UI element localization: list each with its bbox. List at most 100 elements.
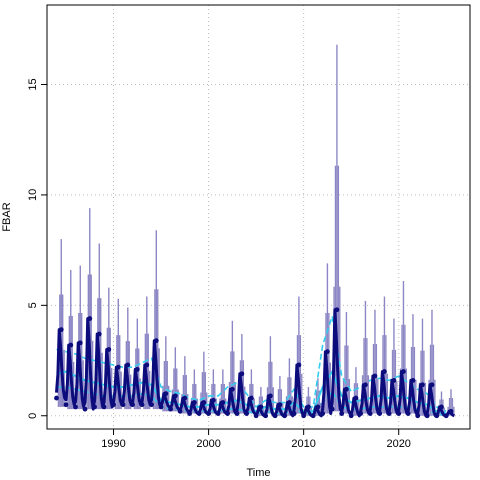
median-peak-point-2 bbox=[77, 340, 83, 346]
median-trough-point-6 bbox=[111, 402, 116, 408]
median-trough-point-11 bbox=[158, 404, 164, 410]
median-peak-point-0 bbox=[58, 327, 64, 333]
median-peak-point-31 bbox=[353, 395, 359, 401]
median-peak-point-36 bbox=[401, 369, 406, 374]
median-trough-point-23 bbox=[272, 413, 278, 419]
median-trough-point-14 bbox=[187, 411, 192, 416]
median-peak-point-35 bbox=[391, 378, 397, 383]
median-peak-point-39 bbox=[429, 382, 435, 388]
x-tick-label-2020: 2020 bbox=[386, 438, 410, 450]
median-trough-point-27 bbox=[310, 413, 316, 419]
median-trough-point-30 bbox=[339, 411, 345, 416]
median-trough-point-40 bbox=[434, 413, 440, 419]
median-peak-point-16 bbox=[210, 397, 216, 403]
y-axis: 0 5 10 15 bbox=[27, 78, 47, 419]
median-peak-point-26 bbox=[306, 404, 311, 410]
median-trough-point-29 bbox=[329, 406, 335, 412]
median-peak-point-14 bbox=[191, 400, 197, 405]
y-axis-title: FBAR bbox=[1, 202, 13, 231]
median-trough-point-5 bbox=[101, 404, 107, 410]
median-peak-point-12 bbox=[172, 393, 178, 399]
median-trough-point-24 bbox=[282, 413, 288, 419]
median-trough-point-0 bbox=[54, 395, 59, 401]
median-peak-point-20 bbox=[248, 395, 254, 401]
median-trough-point-4 bbox=[92, 404, 97, 410]
median-trough-point-34 bbox=[377, 411, 383, 416]
median-trough-point-3 bbox=[82, 406, 88, 412]
median-trough-point-17 bbox=[215, 411, 221, 416]
median-trough-point-7 bbox=[120, 402, 126, 408]
median-trough-point-19 bbox=[234, 411, 240, 416]
median-peak-point-27 bbox=[315, 404, 321, 410]
median-peak-point-19 bbox=[239, 371, 245, 377]
median-peak-point-5 bbox=[106, 347, 112, 352]
x-axis: 1990 2000 2010 2020 bbox=[101, 429, 411, 450]
median-trough-point-13 bbox=[177, 408, 183, 414]
median-trough-point-1 bbox=[63, 402, 69, 408]
median-peak-point-21 bbox=[258, 404, 264, 410]
x-tick-label-2010: 2010 bbox=[291, 438, 315, 450]
median-peak-point-33 bbox=[372, 373, 378, 379]
median-peak-point-34 bbox=[382, 369, 387, 374]
median-trough-point-22 bbox=[263, 413, 269, 419]
median-trough-point-36 bbox=[396, 411, 402, 416]
median-peak-point-11 bbox=[163, 391, 169, 397]
median-peak-point-29 bbox=[334, 307, 340, 313]
median-peak-point-25 bbox=[296, 362, 302, 368]
median-peak-point-23 bbox=[277, 402, 283, 408]
median-peak-point-8 bbox=[134, 366, 140, 372]
median-trough-point-2 bbox=[73, 404, 78, 410]
y-tick-label-0: 0 bbox=[27, 413, 39, 419]
uncertainty-ranges bbox=[57, 44, 455, 416]
plot-frame bbox=[46, 4, 471, 430]
median-peak-point-17 bbox=[220, 400, 226, 405]
median-trough-point-8 bbox=[130, 402, 135, 408]
y-tick-label-15: 15 bbox=[27, 78, 39, 90]
median-peak-point-18 bbox=[229, 386, 235, 392]
median-trough-point-26 bbox=[301, 413, 307, 419]
x-axis-title: Time bbox=[246, 467, 270, 479]
x-tick-label-1990: 1990 bbox=[101, 438, 125, 450]
median-trough-point-12 bbox=[168, 406, 173, 412]
median-peak-point-15 bbox=[201, 400, 207, 405]
median-peak-point-3 bbox=[87, 316, 93, 321]
median-peak-point-22 bbox=[267, 393, 273, 399]
median-trough-point-10 bbox=[149, 402, 154, 408]
median-trough-point-31 bbox=[348, 413, 354, 419]
median-trough-point-15 bbox=[196, 411, 202, 416]
median-peak-point-10 bbox=[153, 338, 159, 344]
median-series bbox=[54, 307, 455, 419]
median-peak-point-41 bbox=[448, 408, 454, 414]
median-trough-point-33 bbox=[367, 411, 373, 416]
median-peak-point-38 bbox=[420, 382, 425, 388]
median-peak-point-37 bbox=[410, 378, 416, 383]
median-trough-point-9 bbox=[139, 402, 145, 408]
median-trough-point-16 bbox=[206, 411, 211, 416]
median-peak-point-28 bbox=[325, 349, 330, 355]
median-trough-point-20 bbox=[244, 411, 250, 416]
median-peak-point-7 bbox=[125, 362, 131, 368]
median-trough-point-18 bbox=[225, 411, 231, 416]
median-trough-point-38 bbox=[415, 413, 421, 419]
median-trough-point-39 bbox=[424, 413, 430, 419]
median-peak-point-24 bbox=[286, 400, 292, 405]
median-peak-point-4 bbox=[96, 331, 102, 337]
median-trough-point-35 bbox=[386, 411, 392, 416]
y-tick-label-10: 10 bbox=[27, 189, 39, 201]
median-peak-point-30 bbox=[344, 386, 349, 392]
median-peak-point-9 bbox=[144, 362, 150, 368]
median-peak-point-40 bbox=[439, 404, 444, 410]
median-trough-point-21 bbox=[253, 413, 259, 419]
median-trough-point-32 bbox=[358, 411, 364, 416]
median-peak-point-13 bbox=[182, 395, 188, 401]
median-trough-point-41 bbox=[443, 413, 449, 419]
x-tick-label-2000: 2000 bbox=[196, 438, 220, 450]
median-peak-point-6 bbox=[115, 364, 121, 370]
median-peak-point-32 bbox=[363, 382, 368, 388]
median-peak-point-1 bbox=[68, 342, 74, 348]
median-trough-point-37 bbox=[405, 411, 411, 416]
y-tick-label-5: 5 bbox=[27, 302, 39, 308]
median-trough-point-25 bbox=[291, 411, 297, 416]
median-trough-point-28 bbox=[320, 411, 326, 416]
